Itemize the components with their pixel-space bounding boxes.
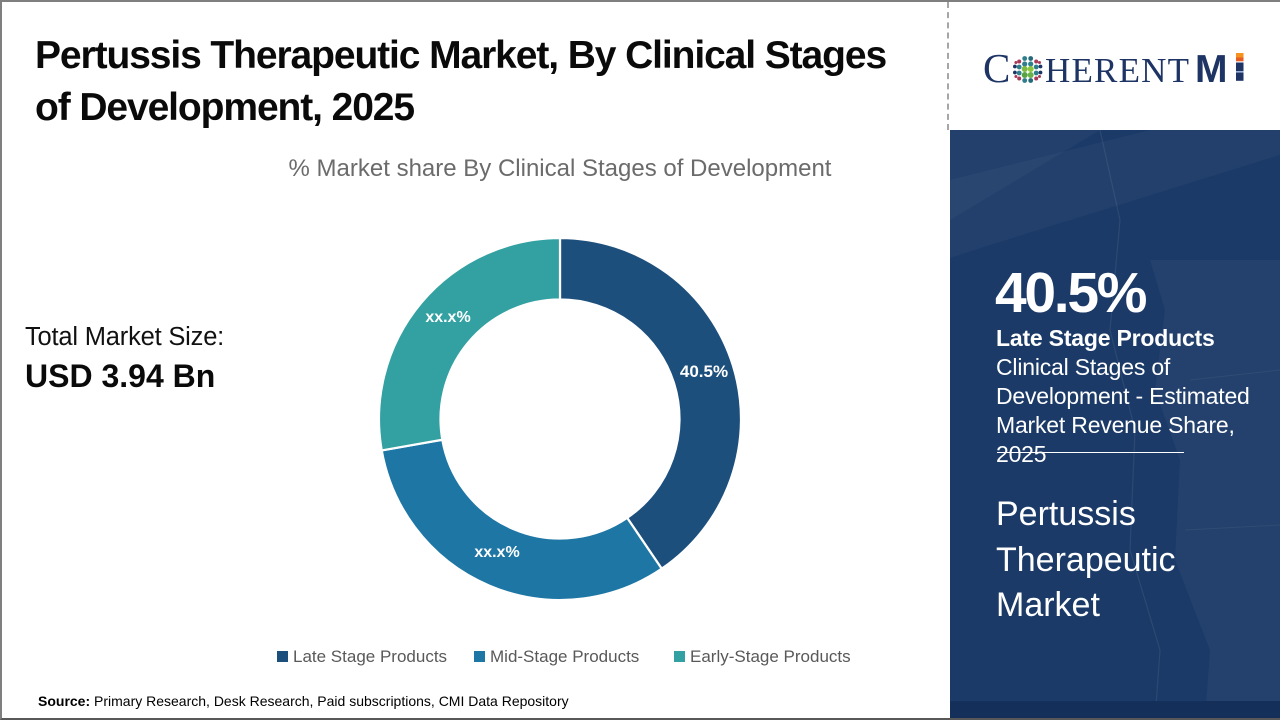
svg-text:HERENT: HERENT <box>1045 51 1190 90</box>
svg-text:M: M <box>1195 48 1228 91</box>
svg-text:C: C <box>983 45 1010 91</box>
